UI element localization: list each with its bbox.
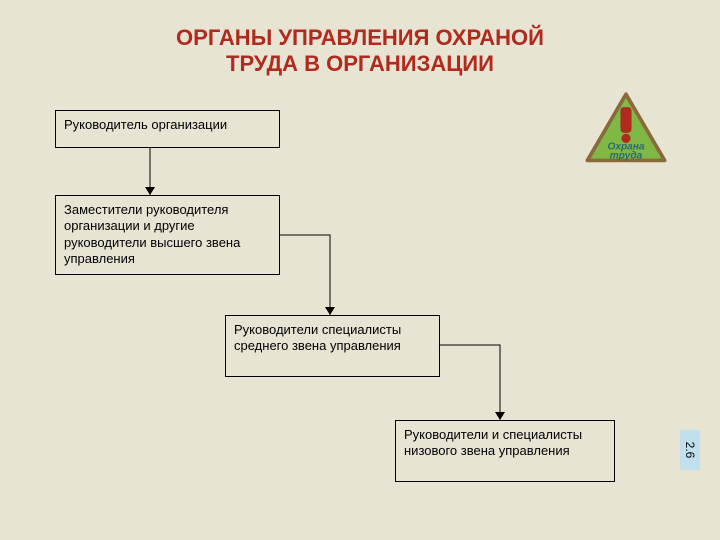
svg-text:труда: труда [610,151,643,162]
org-box-director: Руководитель организации [55,110,280,148]
org-box-lower: Руководители и специалисты низового звен… [395,420,615,482]
page-title: ОРГАНЫ УПРАВЛЕНИЯ ОХРАНОЙ ТРУДА В ОРГАНИ… [0,25,720,78]
org-box-label: Руководители и специалисты низового звен… [404,427,582,458]
org-box-label: Заместители руководителя организации и д… [64,202,240,266]
page-number-text: 2.6 [683,442,697,459]
org-box-deputies: Заместители руководителя организации и д… [55,195,280,275]
org-box-label: Руководитель организации [64,117,227,132]
diagram-canvas: ОРГАНЫ УПРАВЛЕНИЯ ОХРАНОЙ ТРУДА В ОРГАНИ… [0,0,720,540]
safety-badge-icon: Охранатруда [580,85,672,177]
title-line2: ТРУДА В ОРГАНИЗАЦИИ [226,51,494,76]
page-number-tab: 2.6 [680,430,700,470]
title-line1: ОРГАНЫ УПРАВЛЕНИЯ ОХРАНОЙ [176,25,544,50]
org-box-label: Руководители специалисты среднего звена … [234,322,401,353]
org-box-middle: Руководители специалисты среднего звена … [225,315,440,377]
